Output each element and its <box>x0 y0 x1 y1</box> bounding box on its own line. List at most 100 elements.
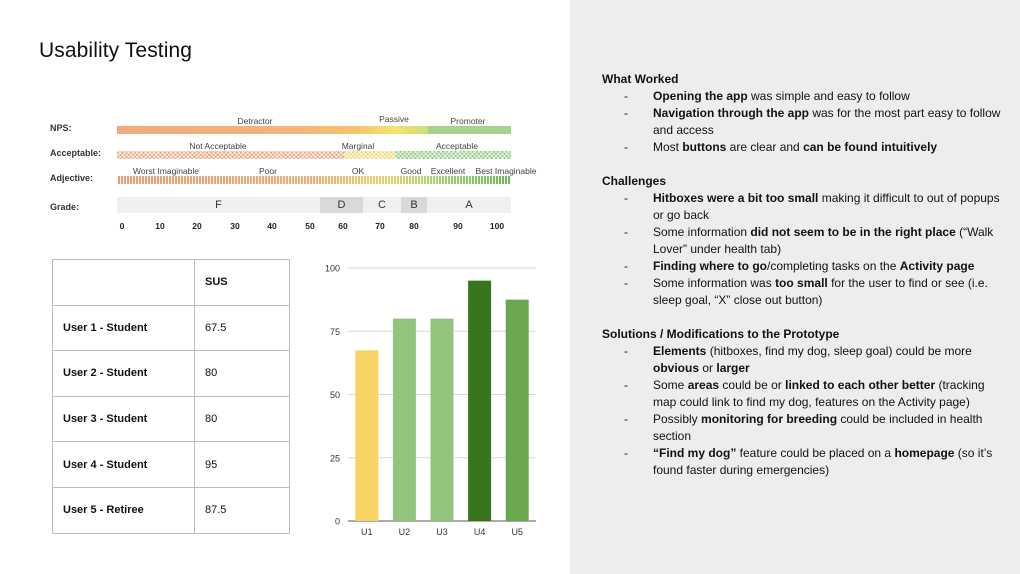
nps-promoter-label: Promoter <box>450 116 486 126</box>
bullet-item: Elements (hitboxes, find my dog, sleep g… <box>602 343 1002 377</box>
bar-u4 <box>468 280 492 521</box>
adjective-ok-label: OK <box>351 166 365 176</box>
nps-detractor-bar <box>117 126 360 134</box>
x-tick-label: U4 <box>474 527 486 537</box>
scale-tick: 40 <box>267 221 277 231</box>
user-cell: User 5 - Retiree <box>52 486 195 534</box>
bullet-item: Some information did not seem to be in t… <box>602 224 1002 258</box>
bullet-text: Some <box>653 378 688 392</box>
user-cell: User 1 - Student <box>52 304 195 352</box>
bar-u3 <box>430 318 454 521</box>
acceptable-ok-bar <box>396 151 511 159</box>
bullet-text: (tracking map could link to find my dog,… <box>653 378 985 409</box>
scale-tick: 10 <box>155 221 165 231</box>
table-row: User 3 - Student 80 <box>52 395 290 443</box>
grade-b: B <box>401 197 427 213</box>
bullet-text: monitoring for breeding <box>701 412 838 426</box>
adjective-best-label: Best Imaginable <box>475 166 537 176</box>
scale-tick: 20 <box>192 221 202 231</box>
what-worked-list: Opening the app was simple and easy to f… <box>602 88 1002 156</box>
grade-f: F <box>117 197 320 213</box>
adjective-excellent-label: Excellent <box>430 166 466 176</box>
scale-tick: 50 <box>305 221 315 231</box>
table-row: User 5 - Retiree 87.5 <box>52 486 290 534</box>
bullet-text: obvious <box>653 361 700 375</box>
bullet-item: Some areas could be or linked to each ot… <box>602 377 1002 411</box>
bullet-item: Most buttons are clear and can be found … <box>602 139 1002 156</box>
acceptable-row-label: Acceptable: <box>50 148 102 158</box>
bullet-text: (hitboxes, find my dog, sleep goal) coul… <box>706 344 972 358</box>
acceptable-not-label: Not Acceptable <box>189 141 247 151</box>
bullet-text: buttons <box>682 140 727 154</box>
adjective-bar <box>117 176 511 184</box>
bullet-text: /completing tasks on the <box>767 259 900 273</box>
bullet-text: could be or <box>719 378 786 392</box>
bar-u1 <box>355 350 379 521</box>
table-header-cell <box>52 259 195 306</box>
grade-row-label: Grade: <box>50 202 80 212</box>
x-tick-label: U3 <box>436 527 448 537</box>
scale-tick: 100 <box>489 221 505 231</box>
scale-tick: 0 <box>119 221 125 231</box>
notes-panel: What Worked Opening the app was simple a… <box>602 71 1002 479</box>
solutions-list: Elements (hitboxes, find my dog, sleep g… <box>602 343 1002 479</box>
challenges-list: Hitboxes were a bit too small making it … <box>602 190 1002 309</box>
bullet-text: “Find my dog” <box>653 446 737 460</box>
table-row: User 2 - Student 80 <box>52 350 290 397</box>
left-pane: Usability Testing NPS: Acceptable: Adjec… <box>39 39 550 543</box>
bullet-text: linked to each other better <box>785 378 936 392</box>
bullet-text: can be found intuitively <box>803 140 938 154</box>
bullet-text: or <box>699 361 717 375</box>
sus-cell: 95 <box>194 441 290 488</box>
bullet-item: Navigation through the app was for the m… <box>602 105 1002 139</box>
adjective-poor-label: Poor <box>259 166 277 176</box>
x-tick-label: U2 <box>399 527 411 537</box>
x-tick-label: U1 <box>361 527 373 537</box>
bullet-text: Elements <box>653 344 707 358</box>
bullet-item: Hitboxes were a bit too small making it … <box>602 190 1002 224</box>
bullet-text: larger <box>716 361 750 375</box>
y-tick-label: 75 <box>330 327 340 337</box>
bullet-text: areas <box>687 378 720 392</box>
user-cell: User 3 - Student <box>52 395 195 443</box>
bullet-item: Some information was too small for the u… <box>602 275 1002 309</box>
sus-scale-graphic: NPS: Acceptable: Adjective: Grade: Detra… <box>40 110 550 235</box>
sus-bar-chart: 0 25 50 75 100 U1 U2 U3 U4 U5 <box>310 258 550 543</box>
bullet-text: feature could be placed on a <box>736 446 895 460</box>
scale-tick: 30 <box>230 221 240 231</box>
scale-tick: 80 <box>409 221 419 231</box>
bullet-text: Most <box>653 140 683 154</box>
slide-title: Usability Testing <box>39 39 193 62</box>
bullet-text: are clear and <box>726 140 804 154</box>
nps-passive-label: Passive <box>379 114 409 124</box>
scale-tick: 70 <box>375 221 385 231</box>
challenges-heading: Challenges <box>602 174 667 188</box>
y-tick-label: 50 <box>330 390 340 400</box>
nps-row-label: NPS: <box>50 123 72 133</box>
adjective-good-label: Good <box>400 166 422 176</box>
bullet-text: Possibly <box>653 412 702 426</box>
nps-detractor-label: Detractor <box>237 116 273 126</box>
bullet-item: Finding where to go/completing tasks on … <box>602 258 1002 275</box>
bullet-item: Possibly monitoring for breeding could b… <box>602 411 1002 445</box>
what-worked-heading: What Worked <box>602 72 679 86</box>
bullet-item: “Find my dog” feature could be placed on… <box>602 445 1002 479</box>
adjective-worst-label: Worst Imaginable <box>133 166 199 176</box>
bullet-text: too small <box>775 276 828 290</box>
bullet-text: Finding where to go <box>653 259 767 273</box>
bullet-text: (“Walk Lover” under health tab) <box>653 225 994 256</box>
y-tick-label: 0 <box>335 517 340 527</box>
bullet-text: did not seem to be in the right place <box>750 225 956 239</box>
bullet-text: for the user to find or see (i.e. sleep … <box>653 276 988 307</box>
bullet-item: Opening the app was simple and easy to f… <box>602 88 1002 105</box>
grade-c: C <box>363 197 401 213</box>
bullet-text: homepage <box>894 446 955 460</box>
scale-tick: 90 <box>453 221 463 231</box>
y-tick-label: 100 <box>325 264 340 274</box>
sus-cell: 80 <box>194 395 290 443</box>
bullet-text: was simple and easy to follow <box>747 89 910 103</box>
bullet-text: Hitboxes were a bit too small <box>653 191 819 205</box>
sus-table: SUS User 1 - Student 67.5 User 2 - Stude… <box>52 259 290 534</box>
chart-svg: 0 25 50 75 100 U1 U2 U3 U4 U5 <box>325 264 536 537</box>
bullet-text: was for the most part easy to follow and… <box>653 106 1001 137</box>
